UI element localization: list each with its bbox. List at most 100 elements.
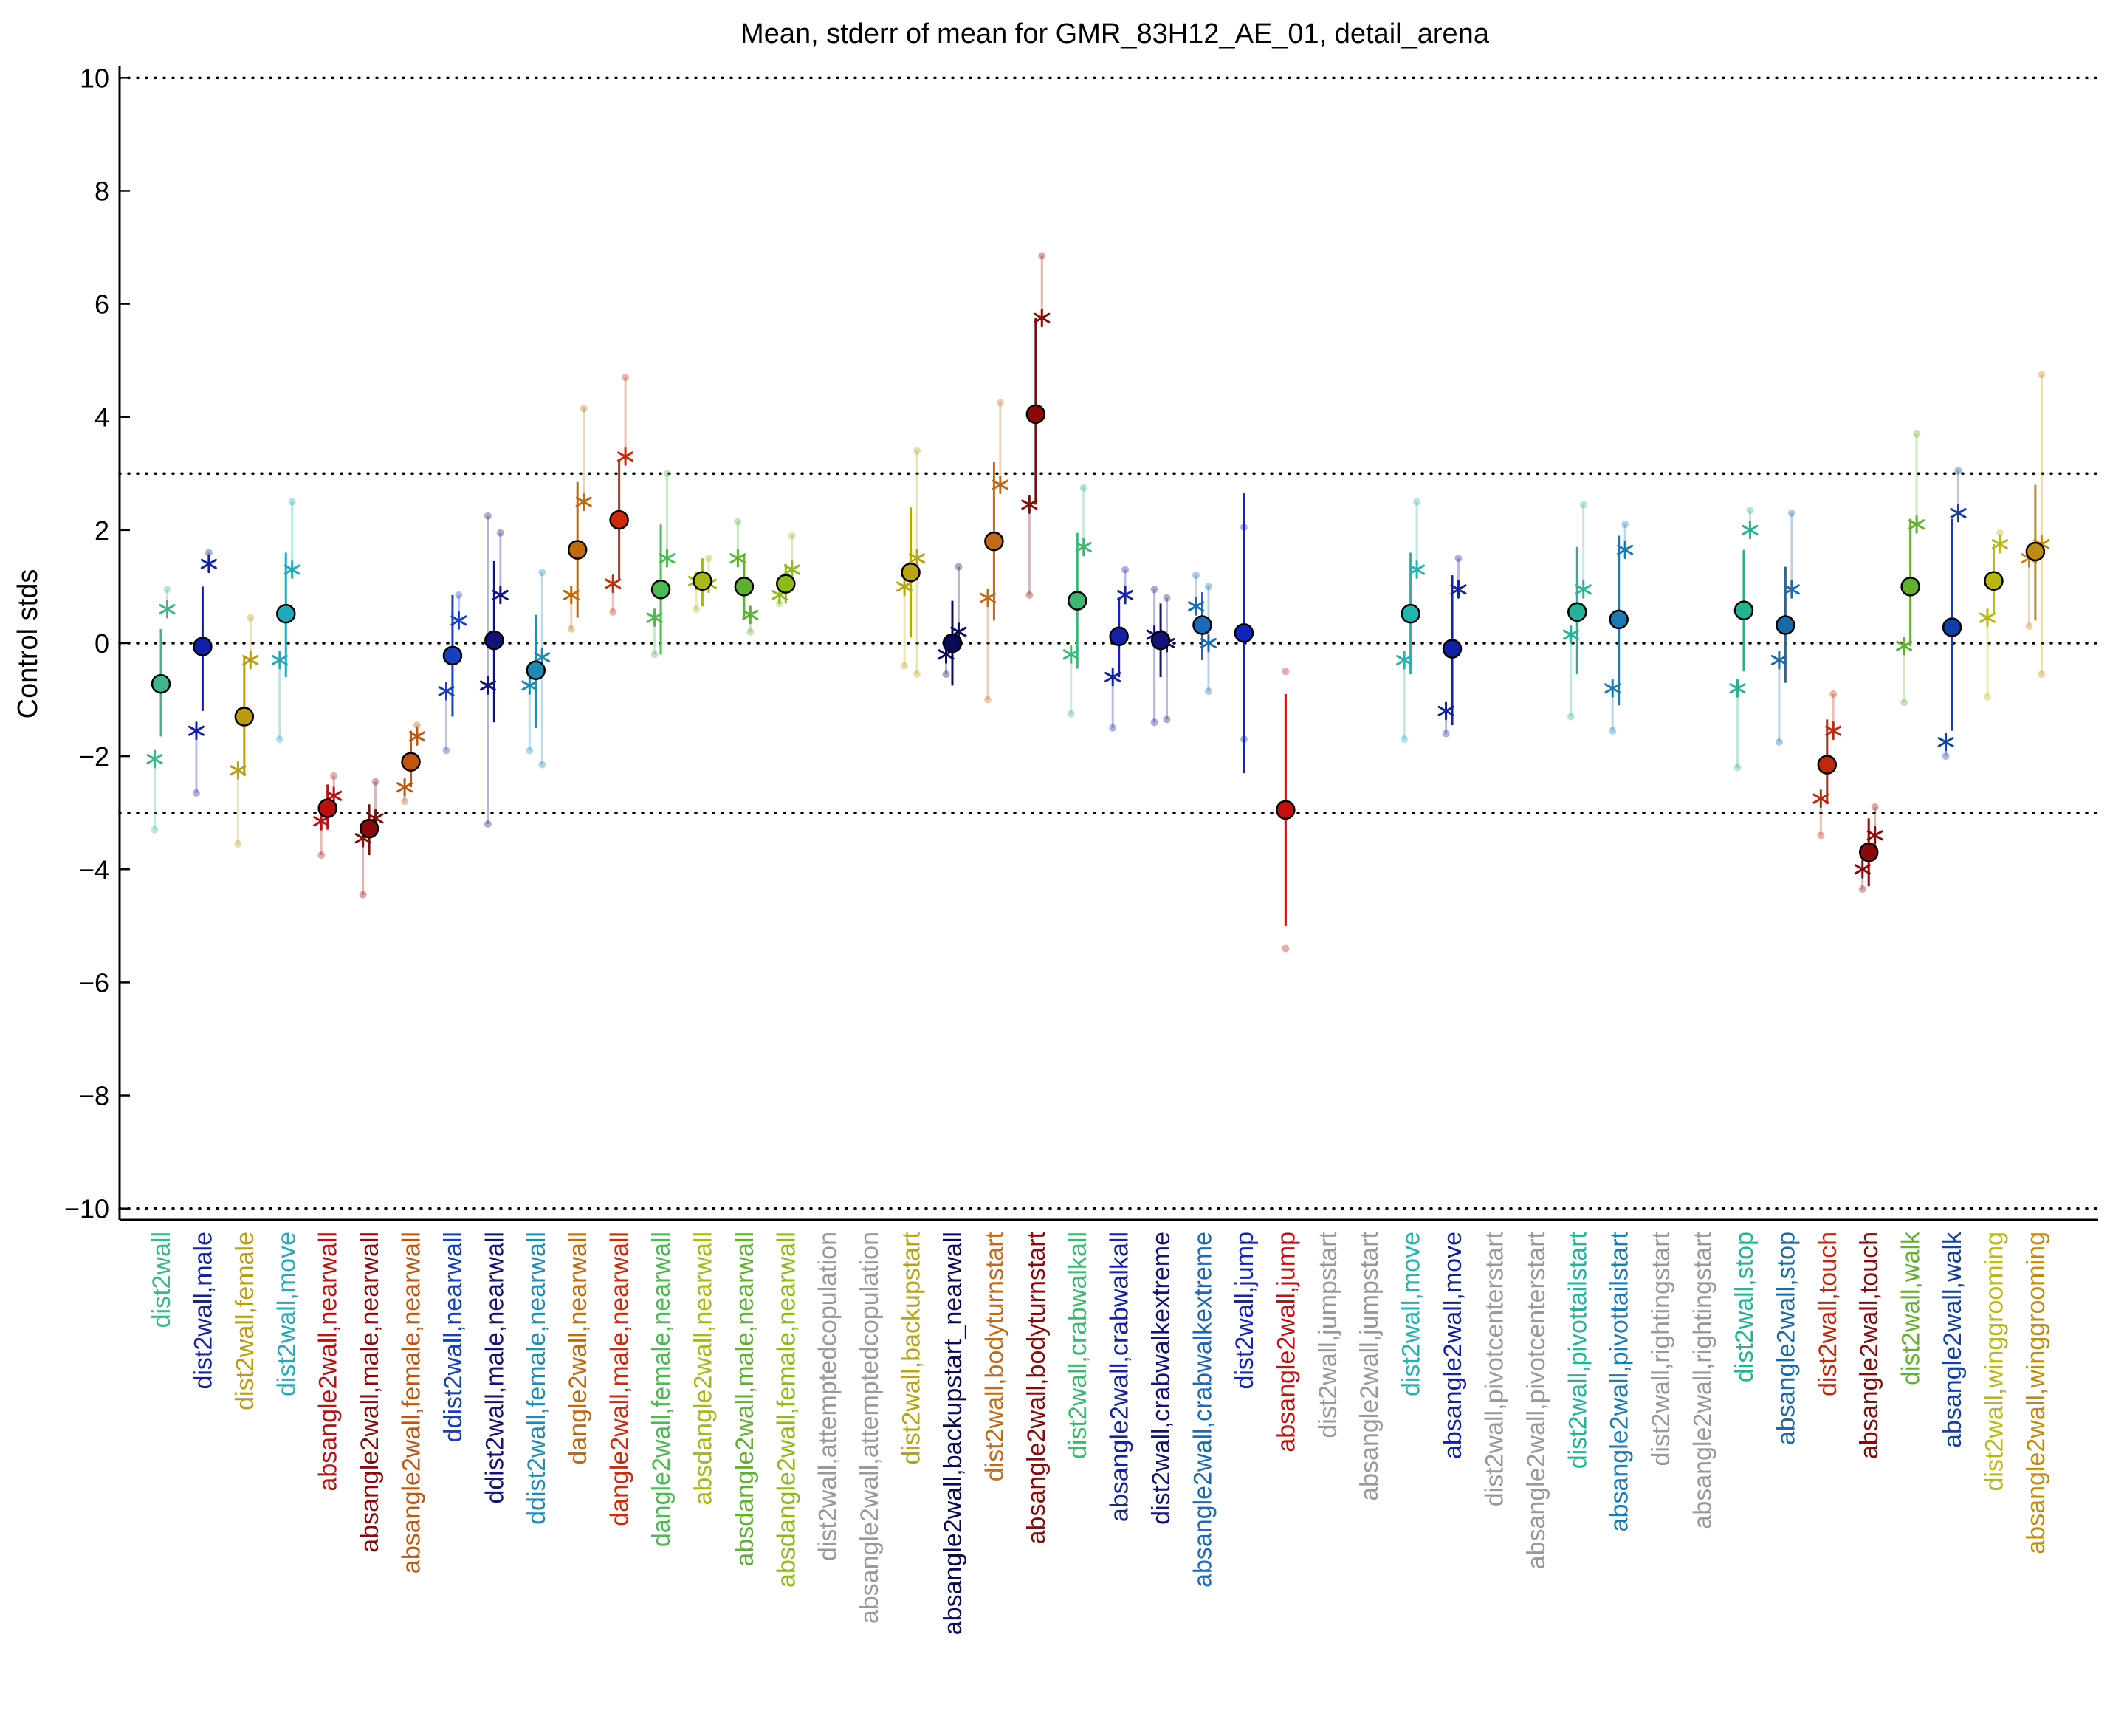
x-tick-label: absdangle2wall,female,nearwall bbox=[772, 1232, 800, 1588]
sample-star bbox=[659, 553, 676, 564]
sample-star bbox=[1062, 649, 1079, 660]
sample-dot bbox=[496, 529, 504, 537]
sample-dot bbox=[1567, 713, 1575, 721]
y-tick-label: −10 bbox=[64, 1194, 109, 1224]
category-group bbox=[1021, 252, 1051, 599]
category-group bbox=[896, 447, 926, 679]
sample-star bbox=[1617, 544, 1634, 555]
sample-dot bbox=[275, 735, 283, 744]
sample-star bbox=[313, 816, 330, 827]
x-tick-label: absangle2wall,backupstart_nearwall bbox=[939, 1232, 967, 1635]
mean-point bbox=[1109, 626, 1129, 647]
sample-star bbox=[896, 581, 913, 592]
sample-star bbox=[729, 553, 746, 564]
sample-dot bbox=[1150, 586, 1158, 594]
mean-point bbox=[1234, 622, 1254, 643]
sample-dot bbox=[704, 555, 712, 563]
x-tick-label: absangle2wall,move bbox=[1439, 1232, 1467, 1459]
sample-star bbox=[521, 680, 538, 691]
mean-point bbox=[901, 563, 921, 583]
y-tick-label: 4 bbox=[94, 402, 109, 433]
sample-star bbox=[575, 496, 592, 507]
mean-point bbox=[942, 633, 963, 653]
x-tick-label: dist2wall,stop bbox=[1731, 1232, 1759, 1382]
mean-point bbox=[1192, 615, 1212, 635]
y-tick-label: −2 bbox=[79, 741, 109, 772]
sample-dot bbox=[442, 747, 450, 755]
sample-dot bbox=[1942, 752, 1950, 761]
mean-point bbox=[276, 603, 296, 624]
sample-dot bbox=[1163, 594, 1171, 602]
sample-star bbox=[271, 654, 288, 665]
category-group bbox=[1979, 529, 2008, 701]
sample-dot bbox=[2038, 670, 2046, 679]
category-group bbox=[563, 405, 592, 633]
sample-dot bbox=[580, 405, 588, 413]
sample-dot bbox=[663, 470, 671, 478]
sample-star bbox=[1854, 864, 1871, 875]
category-group bbox=[188, 549, 217, 797]
sample-dot bbox=[1775, 738, 1783, 746]
sample-dot bbox=[1787, 509, 1795, 517]
sample-star bbox=[396, 782, 413, 793]
sample-dot bbox=[1038, 252, 1046, 260]
sample-star bbox=[742, 609, 759, 620]
sample-star bbox=[1729, 683, 1746, 694]
sample-dot bbox=[247, 614, 255, 622]
sample-star bbox=[1991, 539, 2008, 550]
x-tick-label: absdangle2wall,nearwall bbox=[689, 1232, 717, 1505]
sample-star bbox=[1450, 584, 1467, 595]
y-tick-label: 8 bbox=[94, 176, 109, 206]
sample-dot bbox=[317, 851, 326, 860]
sample-star bbox=[1200, 638, 1217, 648]
sample-dot bbox=[692, 605, 700, 614]
sample-star bbox=[1188, 601, 1205, 612]
sample-star bbox=[534, 652, 551, 663]
x-tick-label: ddist2wall,nearwall bbox=[439, 1232, 467, 1442]
sample-dot bbox=[1204, 687, 1212, 696]
x-tick-label: dist2wall,pivotcenterstart bbox=[1480, 1231, 1508, 1506]
x-tick-label: absangle2wall,rightingstart bbox=[1689, 1231, 1717, 1529]
category-group bbox=[1562, 501, 1592, 721]
sample-dot bbox=[567, 625, 575, 633]
category-group bbox=[1812, 690, 1842, 840]
sample-dot bbox=[1913, 430, 1921, 438]
sample-dot bbox=[913, 447, 921, 455]
sample-dot bbox=[1150, 718, 1158, 727]
sample-star bbox=[283, 564, 300, 575]
x-tick-label: dist2wall,rightingstart bbox=[1647, 1231, 1675, 1466]
mean-point bbox=[484, 630, 504, 651]
sample-star bbox=[1742, 524, 1759, 535]
sample-dot bbox=[288, 498, 296, 506]
x-tick-label: dist2wall,crabwalkall bbox=[1064, 1232, 1092, 1459]
sample-dot bbox=[734, 518, 742, 526]
x-tick-label: absangle2wall,nearwall bbox=[315, 1232, 343, 1492]
sample-star bbox=[1896, 640, 1913, 651]
x-tick-label: absangle2wall,crabwalkextreme bbox=[1189, 1232, 1217, 1588]
sample-star bbox=[146, 753, 163, 764]
category-group bbox=[1854, 803, 1883, 893]
sample-star bbox=[1770, 654, 1787, 665]
mean-point bbox=[1150, 630, 1171, 651]
category-group bbox=[938, 563, 967, 686]
mean-point bbox=[1942, 617, 1962, 637]
mean-point bbox=[609, 510, 629, 530]
category-group bbox=[521, 569, 551, 769]
sample-star bbox=[188, 725, 205, 736]
mean-point bbox=[359, 818, 379, 839]
sample-dot bbox=[1067, 710, 1075, 718]
x-tick-label: ddist2wall,male,nearwall bbox=[481, 1232, 509, 1504]
sample-star bbox=[242, 654, 259, 665]
sample-star bbox=[1562, 629, 1579, 640]
x-tick-label: absangle2wall,jump bbox=[1272, 1232, 1300, 1452]
sample-star bbox=[230, 765, 247, 776]
sample-dot bbox=[1621, 521, 1629, 529]
sample-star bbox=[1409, 564, 1426, 575]
sample-dot bbox=[1579, 501, 1587, 509]
sample-star bbox=[1104, 671, 1121, 682]
sample-dot bbox=[788, 532, 796, 540]
category-group bbox=[1062, 484, 1092, 718]
x-tick-label: absdangle2wall,male,nearwall bbox=[731, 1232, 759, 1567]
sample-star bbox=[1575, 584, 1592, 595]
